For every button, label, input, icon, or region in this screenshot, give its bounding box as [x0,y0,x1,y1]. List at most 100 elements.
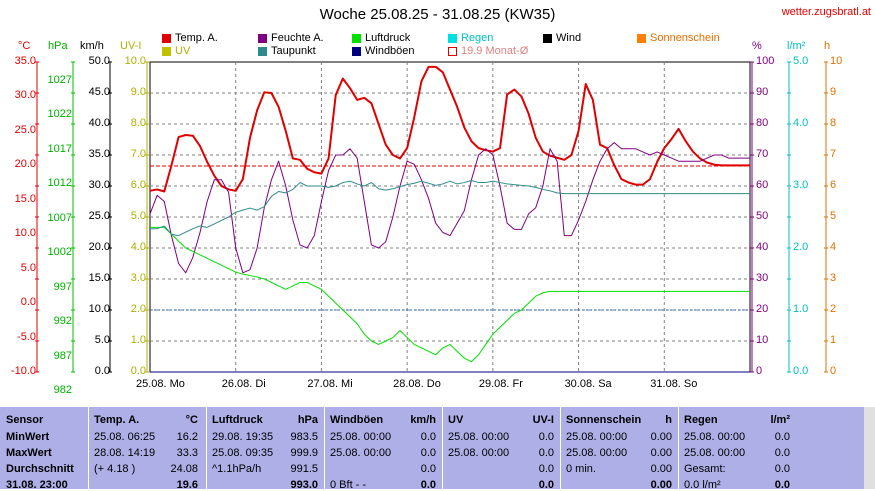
temp-tick: 10.0 [14,227,36,240]
day-label: 29.08. Fr [478,378,523,390]
table-cell-value: 0.0 [774,431,790,443]
table-cell-value: 0.00 [650,463,672,475]
wind-tick: 25.0 [88,210,110,222]
series-feuchte-a- [149,142,750,274]
table-header: Sonnenschein [566,414,642,426]
wind-tick: 50.0 [88,55,110,67]
table-cell-value: 33.3 [176,447,198,459]
sun-tick: 3 [830,272,837,284]
legend-label: Regen [461,32,494,44]
wind-tick: 15.0 [88,272,110,284]
wind-tick: 20.0 [88,241,110,253]
table-scrollbar [864,407,875,489]
legend-swatch [352,46,361,56]
wind-tick: 0.0 [94,365,110,377]
sun-tick: 4 [830,241,837,253]
table-header-unit: UV-I [532,414,554,426]
table-cell-text: 25.08. 00:00 [330,431,392,443]
legend-item: Luftdruck [352,32,410,44]
table-separator [206,407,207,489]
table-cell-value: 0.0 [774,447,790,459]
legend-label: Luftdruck [365,32,411,44]
wind-tick: 40.0 [88,117,110,129]
uv-tick: 6.0 [130,179,146,191]
table-row-label: MinWert [6,431,50,443]
temp-tick: -10.0 [10,365,36,377]
day-label: 26.08. Di [221,378,266,390]
unit-wind: km/h [80,40,104,52]
day-label: 30.08. Sa [564,378,612,390]
legend-item: Wind [543,32,581,44]
pressure-tick: 997 [53,280,72,293]
rain-tick: 4.0 [793,117,809,129]
legend-item: UV [162,45,190,57]
humidity-tick: 90 [756,86,769,98]
sun-tick: 1 [830,334,837,346]
site-name: wetter.zugsbratl.at [781,6,871,18]
legend-swatch [352,33,361,43]
day-label: 31.08. So [650,378,698,390]
table-row-label: 31.08. 23:00 [6,479,68,491]
table-cell-text: (+ 4.18 ) [94,463,136,475]
legend-item: Temp. A. [162,32,218,44]
table-cell-value: 993.0 [290,479,318,491]
table-cell-value: 0.0 [420,431,436,443]
series-luftdruck [150,226,750,363]
pressure-tick: 992 [53,315,72,328]
table-cell-text: 25.08. 06:25 [94,431,156,443]
table-separator [442,407,443,489]
legend-swatch [258,33,267,43]
table-cell-text: 25.08. 00:00 [448,447,510,459]
uv-tick: 10.0 [124,55,146,67]
rain-tick: 0.0 [793,365,809,377]
unit-temp: °C [18,40,31,52]
humidity-tick: 20 [756,303,769,315]
temp-tick: 25.0 [14,123,36,136]
pressure-tick: 1027 [47,74,72,86]
temp-tick: 15.0 [14,192,36,205]
unit-sun: h [824,40,831,52]
table-row-label: Durchschnitt [6,463,74,475]
wind-tick: 30.0 [88,179,110,191]
uv-tick: 2.0 [130,303,146,315]
table-cell-text: 25.08. 00:00 [684,447,746,459]
uv-tick: 0.0 [130,365,146,377]
rain-tick: 5.0 [793,55,809,67]
legend-label: Temp. A. [175,32,218,44]
table-cell-text: 29.08. 19:35 [212,431,274,443]
table-separator [560,407,561,489]
table-header-unit: h [665,414,672,426]
table-cell-text: ^1.1hPa/h [212,463,262,475]
chart-svg [35,61,828,373]
legend-label: Taupunkt [271,45,316,57]
table-cell-text: 28.08. 14:19 [94,447,156,459]
series-temp-a- [149,65,750,193]
table-cell-value: 0.0 [420,463,436,475]
chart-title: Woche 25.08.25 - 31.08.25 (KW35) [319,6,556,23]
table-cell-text: 25.08. 00:00 [684,431,746,443]
sun-tick: 5 [830,210,837,222]
temp-tick: 20.0 [14,158,36,171]
table-header-unit: hPa [297,414,318,426]
pressure-tick: 1007 [47,211,72,224]
table-cell-value: 0.0 [774,479,790,491]
legend-item: Regen [448,32,493,44]
sun-tick: 2 [830,303,837,315]
table-cell-text: 25.08. 00:00 [566,431,628,443]
legend-swatch [637,33,646,43]
table-cell-value: 0.00 [650,479,672,491]
wind-tick: 45.0 [88,86,110,98]
uv-tick: 5.0 [130,210,146,222]
legend-swatch [448,46,457,56]
table-header-unit: l/m² [770,414,790,426]
uv-tick: 8.0 [130,117,146,129]
table-header: UV [448,414,464,426]
temp-tick: 0.0 [20,296,36,309]
table-cell-value: 19.6 [176,479,198,491]
table-cell-value: 0.0 [420,479,436,491]
humidity-tick: 100 [756,55,775,67]
table-cell-value: 0.0 [538,463,554,475]
table-cell-value: 24.08 [170,463,198,475]
humidity-tick: 0 [756,365,763,377]
legend-swatch [162,46,171,56]
